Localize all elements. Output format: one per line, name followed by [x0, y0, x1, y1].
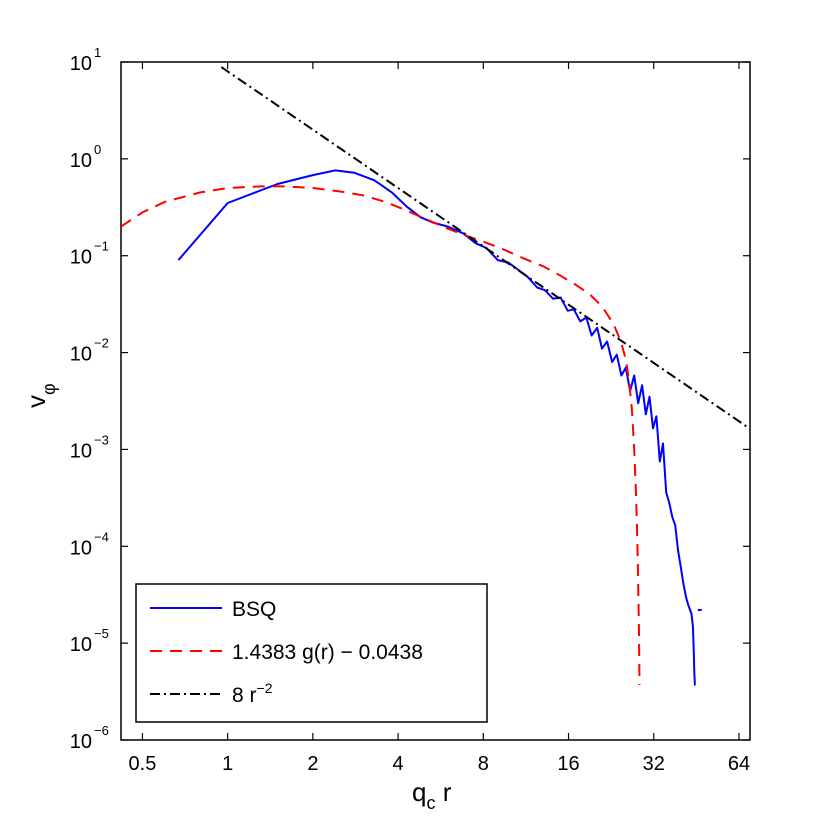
x-tick-label: 64 — [728, 753, 750, 775]
x-axis-label: qc r — [412, 777, 452, 813]
x-tick-label: 8 — [478, 753, 489, 775]
legend-label-bsq: BSQ — [232, 598, 276, 621]
y-tick-exponent: −4 — [94, 529, 109, 544]
y-tick-label: 10 — [70, 731, 92, 753]
y-tick-label: 10 — [70, 150, 92, 172]
series-line-2 — [220, 66, 750, 430]
legend-label-powerlaw: 8 r−2 — [232, 680, 273, 707]
series-layer — [121, 66, 750, 686]
y-axis-label-main: v — [21, 395, 51, 408]
y-tick-exponent: −6 — [94, 723, 109, 738]
legend-label-fit: 1.4383 g(r) − 0.0438 — [232, 641, 423, 664]
y-tick-label: 10 — [70, 440, 92, 462]
y-tick-exponent: 1 — [94, 45, 101, 60]
x-tick-label: 4 — [393, 753, 404, 775]
y-tick-label: 10 — [70, 344, 92, 366]
legend: BSQ 1.4383 g(r) − 0.0438 8 r−2 — [135, 583, 488, 723]
legend-label-powerlaw-main: 8 r — [232, 684, 257, 707]
x-tick-label: 16 — [557, 753, 579, 775]
y-tick-exponent: −2 — [94, 336, 109, 351]
x-tick-label: 0.5 — [129, 753, 157, 775]
y-tick-exponent: −1 — [94, 239, 109, 254]
x-axis-label-tail: r — [435, 777, 451, 807]
y-tick-label: 10 — [70, 537, 92, 559]
x-axis-label-sub: c — [426, 793, 435, 813]
y-tick-label: 10 — [70, 53, 92, 75]
y-tick-label: 10 — [70, 247, 92, 269]
x-tick-labels: 0.5 1 2 4 8 16 32 64 — [129, 753, 751, 775]
x-tick-label: 2 — [307, 753, 318, 775]
axis-ticks — [121, 61, 750, 741]
series-line-1 — [121, 185, 641, 686]
y-tick-exponent: −5 — [94, 626, 109, 641]
y-tick-exponent: 0 — [94, 142, 101, 157]
y-axis-label: vφ — [21, 383, 59, 408]
x-axis-label-main: q — [412, 777, 426, 807]
x-tick-label: 1 — [222, 753, 233, 775]
x-tick-label: 32 — [643, 753, 665, 775]
y-tick-label: 10 — [70, 634, 92, 656]
legend-label-powerlaw-sup: −2 — [257, 680, 273, 696]
y-tick-exponent: −3 — [94, 432, 109, 447]
y-axis-label-sub: φ — [39, 383, 59, 395]
